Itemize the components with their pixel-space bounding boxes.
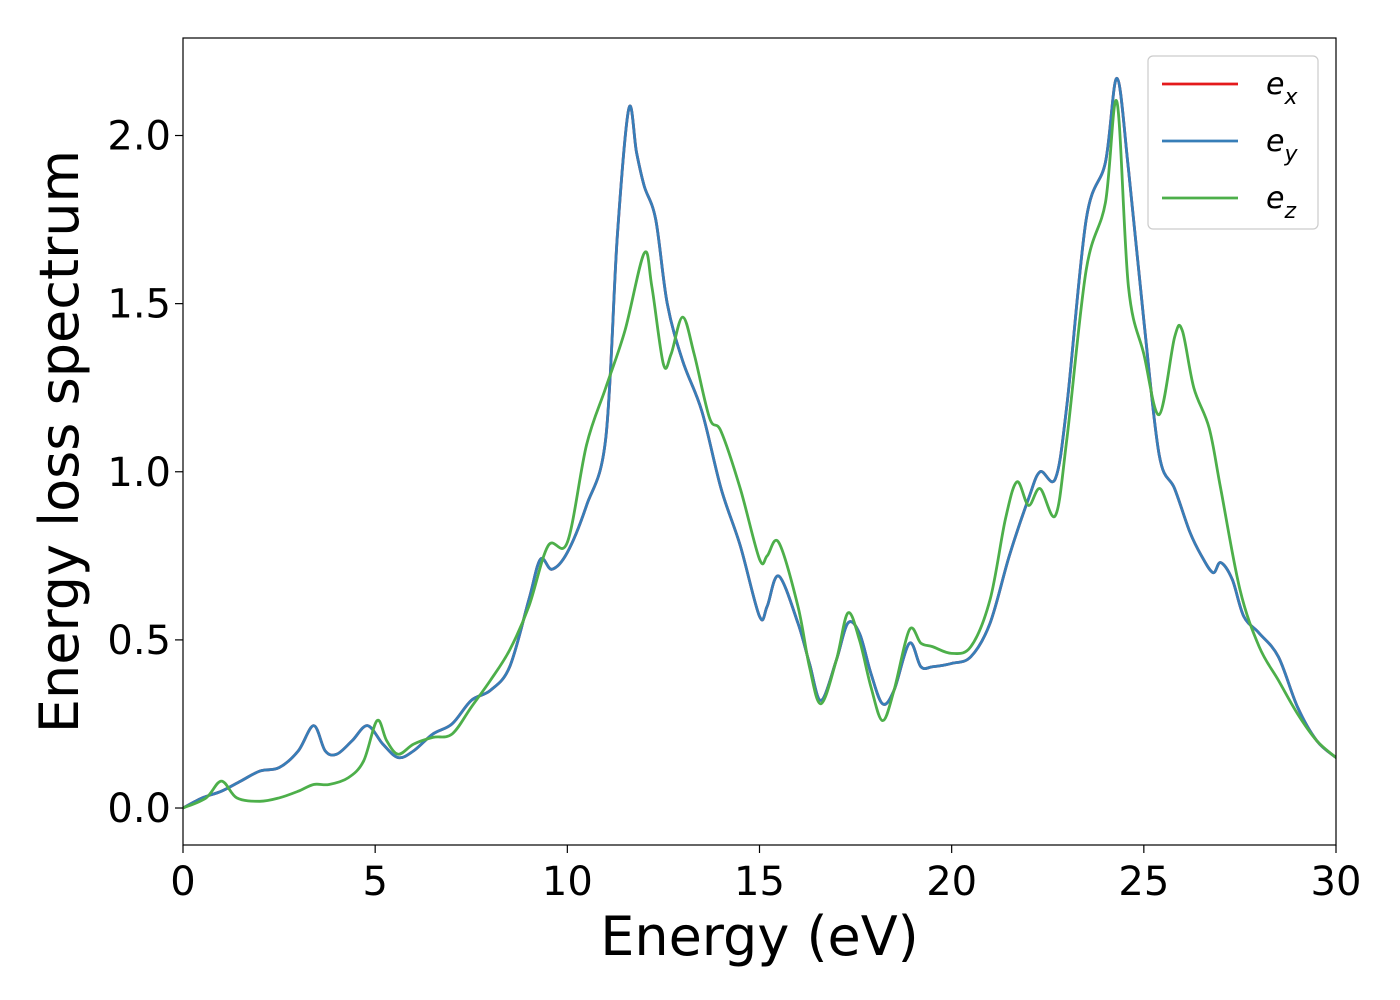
x-tick-label: 10 xyxy=(542,859,593,905)
legend-label: ex xyxy=(1266,67,1298,110)
y-tick-label: 0.0 xyxy=(107,786,171,832)
series-layer xyxy=(183,76,1336,810)
legend-item: ex xyxy=(1162,67,1298,110)
y-tick-label: 2.0 xyxy=(107,114,171,160)
series-line-e-y xyxy=(183,76,1336,810)
x-axis-ticks: 0 5 10 15 20 25 30 xyxy=(170,845,1361,905)
y-tick-label: 1.0 xyxy=(107,450,171,496)
x-tick-label: 5 xyxy=(362,859,387,905)
y-tick-label: 1.5 xyxy=(107,282,171,328)
x-tick-label: 30 xyxy=(1311,859,1362,905)
legend-item: ez xyxy=(1162,181,1296,224)
y-tick-label: 0.5 xyxy=(107,618,171,664)
series-line-e-z xyxy=(183,98,1336,810)
x-tick-label: 25 xyxy=(1118,859,1169,905)
y-axis-ticks: 0.0 0.5 1.0 1.5 2.0 xyxy=(107,114,183,832)
legend-box xyxy=(1147,55,1319,230)
x-tick-label: 15 xyxy=(734,859,785,905)
legend-label: ez xyxy=(1266,181,1296,224)
y-axis-label: Energy loss spectrum xyxy=(28,150,91,733)
legend-label: ey xyxy=(1266,124,1298,167)
legend-item: ey xyxy=(1162,124,1298,167)
x-tick-label: 0 xyxy=(170,859,195,905)
legend: ex ey ez xyxy=(1147,55,1319,230)
x-tick-label: 20 xyxy=(926,859,977,905)
x-axis-label: Energy (eV) xyxy=(600,905,919,968)
